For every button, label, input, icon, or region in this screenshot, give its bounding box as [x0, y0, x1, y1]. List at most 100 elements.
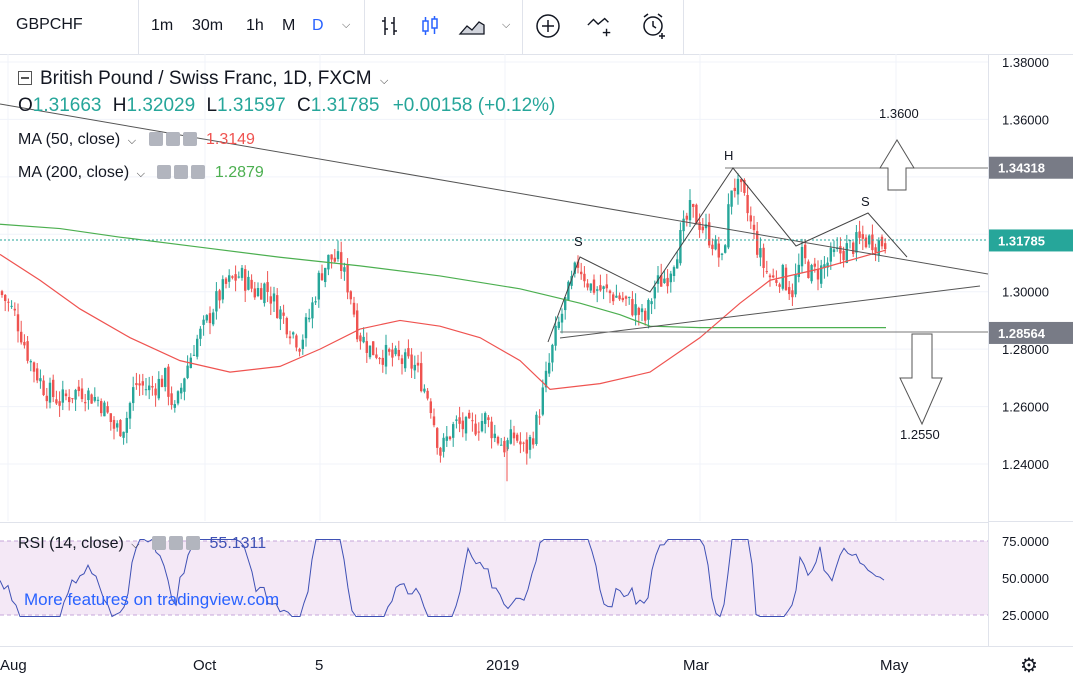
candle-body [119, 420, 122, 437]
candle-body [733, 187, 736, 192]
main-legend: British Pound / Swiss Franc, 1D, FXCM ⌵ [18, 68, 388, 90]
timeframe-30m[interactable]: 30m [192, 17, 224, 34]
candle-body [77, 386, 80, 392]
candle-body [493, 433, 496, 439]
candle-body [7, 301, 10, 303]
target-up-label[interactable]: 1.3600 [879, 106, 919, 121]
candle-body [471, 420, 474, 422]
candle-body [461, 420, 464, 430]
candle-body [784, 267, 788, 291]
candle-body [109, 413, 112, 423]
candle-body [176, 391, 180, 404]
ma50-label[interactable]: MA (50, close) [18, 131, 121, 148]
candle-body [381, 357, 384, 365]
candles-icon[interactable] [416, 12, 444, 40]
time-axis[interactable]: Aug Oct 5 2019 Mar May ⚙ [0, 646, 1073, 688]
close-icon[interactable] [186, 536, 201, 550]
gear-icon[interactable] [169, 536, 184, 550]
chevron-down-icon[interactable]: ⌵ [502, 19, 511, 31]
right-shoulder-label[interactable]: S [861, 194, 870, 209]
alert-clock-icon[interactable] [640, 12, 668, 40]
rsi-label[interactable]: RSI (14, close) [18, 535, 124, 552]
candle-body [61, 389, 64, 403]
candle-body [333, 257, 336, 262]
candle-body [848, 240, 852, 242]
descending-trendline[interactable] [0, 103, 988, 275]
candle-body [224, 278, 228, 284]
candle-body [516, 434, 519, 441]
gear-icon[interactable] [165, 132, 180, 146]
ma50-line[interactable] [0, 249, 887, 390]
candle-body [800, 246, 804, 267]
timeframe-day[interactable]: D [312, 17, 324, 34]
candle-body [407, 348, 410, 357]
candle-body [775, 280, 778, 283]
candle-body [221, 279, 224, 300]
price-badge [989, 229, 1073, 252]
rsi-tick: 25.0000 [1002, 608, 1049, 623]
candle-body [276, 295, 279, 319]
target-down-label[interactable]: 1.2550 [900, 427, 940, 442]
price-badge-text: 1.34318 [998, 161, 1045, 176]
candle-body [477, 431, 480, 433]
target-down-arrow[interactable] [899, 333, 943, 426]
candle-body [541, 387, 544, 415]
settings-gear-icon[interactable]: ⚙ [1020, 655, 1038, 677]
close-icon[interactable] [191, 165, 206, 179]
candle-body [247, 276, 250, 290]
candle-body [93, 396, 96, 401]
price-badge [989, 321, 1073, 344]
timeframe-1h[interactable]: 1h [246, 17, 264, 34]
candle-body [823, 264, 826, 269]
price-tick: 1.28000 [1002, 342, 1049, 357]
candle-body [336, 251, 340, 260]
chevron-down-icon[interactable]: ⌵ [127, 135, 137, 147]
ma200-label[interactable]: MA (200, close) [18, 164, 130, 181]
rsi-pane[interactable] [0, 522, 988, 646]
neckline-trendline[interactable] [559, 285, 981, 339]
collapse-icon[interactable] [18, 71, 32, 85]
candle-body [621, 297, 624, 301]
chevron-down-icon[interactable]: ⌵ [380, 75, 389, 87]
area-chart-icon[interactable] [458, 12, 486, 40]
left-shoulder-label[interactable]: S [574, 234, 583, 249]
compare-icon[interactable] [586, 12, 614, 40]
price-chart[interactable] [0, 54, 988, 521]
toolbar-divider [522, 0, 523, 54]
add-indicator-icon[interactable] [534, 12, 562, 40]
chevron-down-icon[interactable]: ⌵ [342, 19, 351, 31]
candle-body [480, 421, 484, 432]
candle-body [637, 307, 640, 315]
chevron-down-icon[interactable]: ⌵ [136, 168, 145, 180]
timeframe-month[interactable]: M [282, 17, 296, 34]
candle-body [455, 419, 458, 421]
ma200-line[interactable] [0, 223, 886, 329]
candle-body [592, 279, 596, 293]
tradingview-link[interactable]: More features on tradingview.com [24, 590, 280, 609]
close-icon[interactable] [182, 132, 197, 146]
symbol-search[interactable]: GBPCHF [16, 16, 83, 33]
candle-body [448, 436, 452, 440]
visibility-icon[interactable] [157, 165, 172, 179]
series-title[interactable]: British Pound / Swiss Franc, 1D, FXCM [40, 68, 372, 89]
head-shoulders-pattern[interactable] [547, 167, 908, 343]
top-toolbar: GBPCHF 1m 30m 1h M D ⌵ ⌵ [0, 0, 1073, 55]
ma50-legend: MA (50, close) ⌵ 1.3149 [18, 131, 255, 149]
visibility-icon[interactable] [148, 132, 163, 146]
head-label[interactable]: H [724, 148, 734, 163]
candle-body [605, 284, 608, 289]
bar-chart-icon[interactable] [376, 12, 404, 40]
candle-body [103, 402, 106, 417]
rsi-line[interactable] [0, 538, 885, 618]
timeframe-1m[interactable]: 1m [151, 17, 174, 34]
candle-body [96, 399, 100, 401]
candle-body [829, 247, 832, 262]
candle-body [551, 344, 554, 363]
visibility-icon[interactable] [152, 536, 167, 550]
target-up-arrow[interactable] [879, 139, 915, 191]
gear-icon[interactable] [174, 165, 189, 179]
chevron-down-icon[interactable]: ⌵ [131, 539, 140, 551]
toolbar-divider [683, 0, 684, 54]
price-axis[interactable]: 1.38000 1.36000 1.30000 1.28000 1.26000 1.240… [988, 54, 1073, 646]
ma200-value: 1.2879 [214, 164, 264, 181]
